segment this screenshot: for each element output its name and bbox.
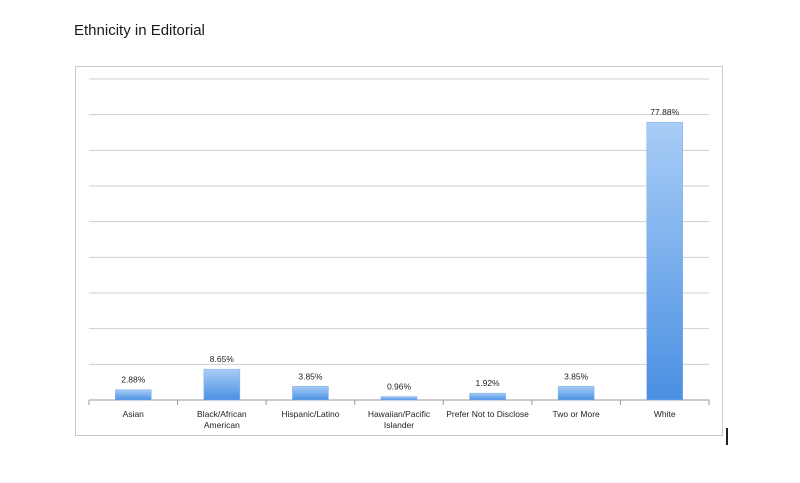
x-tick-label: White bbox=[654, 409, 676, 419]
data-label: 1.92% bbox=[476, 378, 501, 388]
x-tick-label: Two or More bbox=[553, 409, 601, 419]
data-label: 0.96% bbox=[387, 382, 412, 392]
bar bbox=[380, 396, 418, 401]
bar bbox=[557, 386, 595, 401]
data-label: 8.65% bbox=[210, 354, 235, 364]
x-tick-label: Hispanic/Latino bbox=[281, 409, 339, 419]
data-label: 3.85% bbox=[564, 371, 589, 381]
x-tick-label: American bbox=[204, 420, 240, 430]
x-tick-label: Hawaiian/Pacific bbox=[368, 409, 431, 419]
data-label: 3.85% bbox=[298, 371, 323, 381]
x-tick-label: Black/African bbox=[197, 409, 247, 419]
data-label: 77.88% bbox=[650, 107, 679, 117]
bar bbox=[203, 368, 241, 401]
text-cursor bbox=[726, 428, 728, 445]
bar bbox=[292, 386, 329, 401]
bar bbox=[646, 121, 683, 401]
bar bbox=[469, 392, 506, 401]
page-title: Ethnicity in Editorial bbox=[74, 22, 205, 39]
bar bbox=[115, 389, 152, 401]
data-label: 2.88% bbox=[121, 375, 146, 385]
x-tick-label: Islander bbox=[384, 420, 414, 430]
chart-frame: 2.88% Asian 8.65% Black/African American 3.85… bbox=[75, 66, 723, 436]
x-tick-label: Asian bbox=[123, 409, 145, 419]
x-tick-label: Prefer Not to Disclose bbox=[446, 409, 529, 419]
